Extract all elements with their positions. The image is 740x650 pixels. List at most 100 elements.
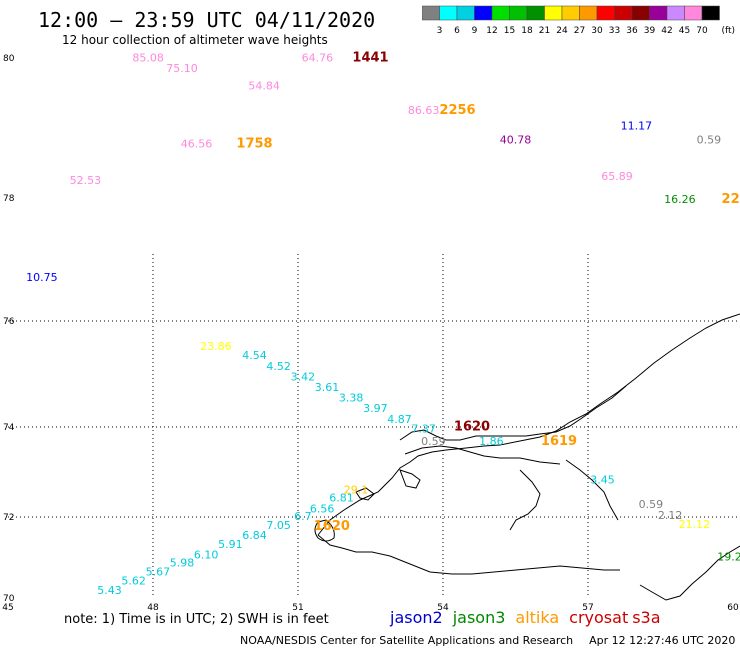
swh-value: 5.91 [218,538,243,551]
swh-value: 2.12 [658,509,683,522]
pass-time-label: 22 [722,192,740,207]
lon-tick-label: 45 [2,603,13,613]
lon-tick-label: 51 [292,603,303,613]
lat-tick-label: 80 [3,54,15,64]
footer-timestamp: Apr 12 12:27:46 UTC 2020 [589,634,736,647]
pass-time-label: 1619 [541,434,577,449]
scale-tick-label: 3 [437,26,443,36]
swh-value: 64.76 [302,52,334,65]
swh-value: 3.45 [590,473,615,486]
swh-value: 52.53 [70,174,102,187]
swh-value: 21.12 [679,518,711,531]
swh-value: 6.84 [242,529,267,542]
scale-swatch [684,5,703,21]
swh-value: 19.27 [717,551,740,564]
lat-tick-label: 78 [3,194,15,204]
pass-time-label: 1620 [454,420,490,435]
scale-swatch [561,5,580,21]
swh-value: 5.98 [170,556,195,569]
lon-tick-label: 48 [147,603,159,613]
scale-unit-label: (ft) [722,26,736,36]
scale-tick-label: 30 [591,26,603,36]
swh-value: 85.08 [132,52,164,65]
swh-value: 54.84 [248,80,280,93]
scale-swatch [631,5,650,21]
scale-swatch [456,5,475,21]
scale-tick-label: 42 [661,26,672,36]
swh-value: 4.54 [242,349,267,362]
scale-tick-label: 27 [574,26,585,36]
swh-value: 46.56 [181,138,213,151]
scale-tick-label: 6 [454,26,460,36]
swh-value: 0.59 [421,435,446,448]
scale-swatch [579,5,598,21]
page-title: 12:00 – 23:59 UTC 04/11/2020 [38,8,376,32]
lat-tick-label: 76 [3,317,15,327]
subtitle: 12 hour collection of altimeter wave hei… [62,33,328,47]
scale-tick-label: 12 [486,26,497,36]
swh-value: 40.78 [500,133,532,146]
swh-value: 3.42 [291,370,316,383]
axis-labels: 45 48 51 54 57 60 80 78 76 74 72 70 [2,54,739,613]
swh-value: 3.38 [339,392,364,405]
sat-jason2: jason2 [390,608,443,627]
swh-value: 7.05 [266,519,291,532]
scale-swatch [596,5,615,21]
scale-tick-label: 9 [472,26,478,36]
swh-value: 75.10 [166,62,198,75]
scale-tick-label: 70 [696,26,708,36]
satellite-legend: jason2 jason3 altika cryosat s3a [390,608,671,627]
sat-altika: altika [515,608,560,627]
lat-tick-label: 70 [3,594,15,604]
scale-tick-label: 18 [521,26,533,36]
graticule [8,254,740,598]
footnote: note: 1) Time is in UTC; 2) SWH is in fe… [64,612,329,627]
sat-cryosat: cryosat [569,608,629,627]
scale-tick-label: 36 [626,26,638,36]
footer: NOAA/NESDIS Center for Satellite Applica… [240,634,735,647]
swh-value: 5.62 [121,575,146,588]
swh-value: 5.67 [146,566,171,579]
scale-swatch [614,5,633,21]
swh-value: 6.10 [194,548,219,561]
swh-value: 3.61 [315,381,340,394]
swh-value: 11.17 [621,119,653,132]
swh-value: 16.26 [664,193,696,206]
swh-value: 4.52 [266,360,291,373]
scale-swatch [544,5,563,21]
sat-s3a: s3a [632,608,661,627]
swh-value: 0.59 [697,133,722,146]
scale-tick-label: 21 [539,26,550,36]
scale-swatch [439,5,458,21]
swh-value: 23.86 [200,340,232,353]
swh-value: 5.43 [97,584,122,597]
swh-value: 10.75 [26,271,58,284]
pass-time-label: 2256 [439,103,475,118]
scale-tick-label: 45 [679,26,690,36]
scale-swatch [491,5,510,21]
swh-value: 1.86 [479,435,504,448]
scale-swatch [474,5,493,21]
scale-tick-label: 39 [644,26,656,36]
swh-value: 4.87 [387,413,412,426]
swh-value: 3.97 [363,402,388,415]
scale-swatch [649,5,668,21]
lon-tick-label: 60 [727,603,739,613]
swh-value: 6.56 [310,503,335,516]
swh-value: 7.37 [411,422,436,435]
scale-swatch [509,5,528,21]
scale-tick-label: 33 [609,26,620,36]
scale-tick-label: 15 [504,26,515,36]
swh-value: 29.1 [344,484,369,497]
scale-swatch [526,5,545,21]
scale-tick-label: 24 [556,26,568,36]
pass-time-label: 1620 [314,519,350,534]
lat-tick-label: 74 [3,423,15,433]
scale-swatch [666,5,685,21]
sat-jason3: jason3 [452,608,506,627]
scale-swatch [422,5,440,21]
swh-value: 86.63 [408,104,440,117]
swh-value: 6.7 [294,510,312,523]
